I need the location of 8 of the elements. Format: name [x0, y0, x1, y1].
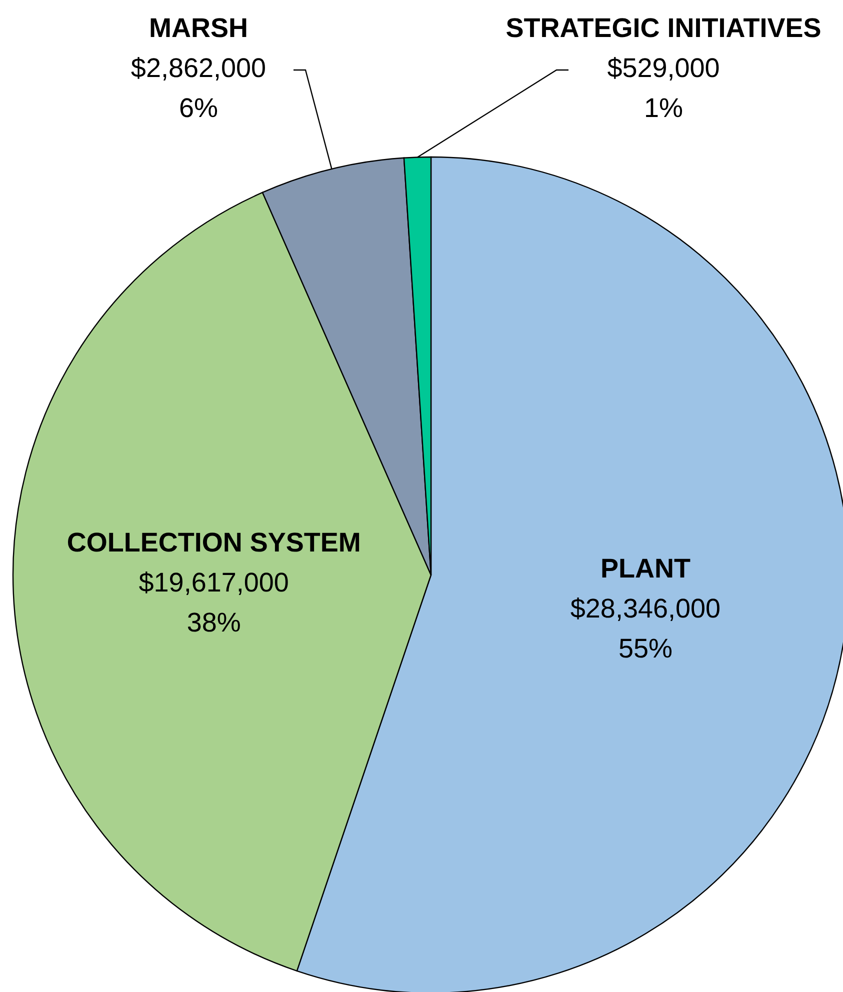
slice-label: COLLECTION SYSTEM [66, 528, 361, 558]
data-label: $2,862,000 6% [130, 53, 266, 124]
data-label: $529,000 1% [607, 53, 720, 124]
slice-label: STRATEGIC INITIATIVES [506, 13, 822, 44]
data-label: $19,617,000 38% [138, 568, 289, 638]
slice-label: MARSH [149, 13, 248, 44]
data-label: $28,346,000 55% [570, 593, 721, 664]
slice-label: PLANT [600, 553, 691, 584]
